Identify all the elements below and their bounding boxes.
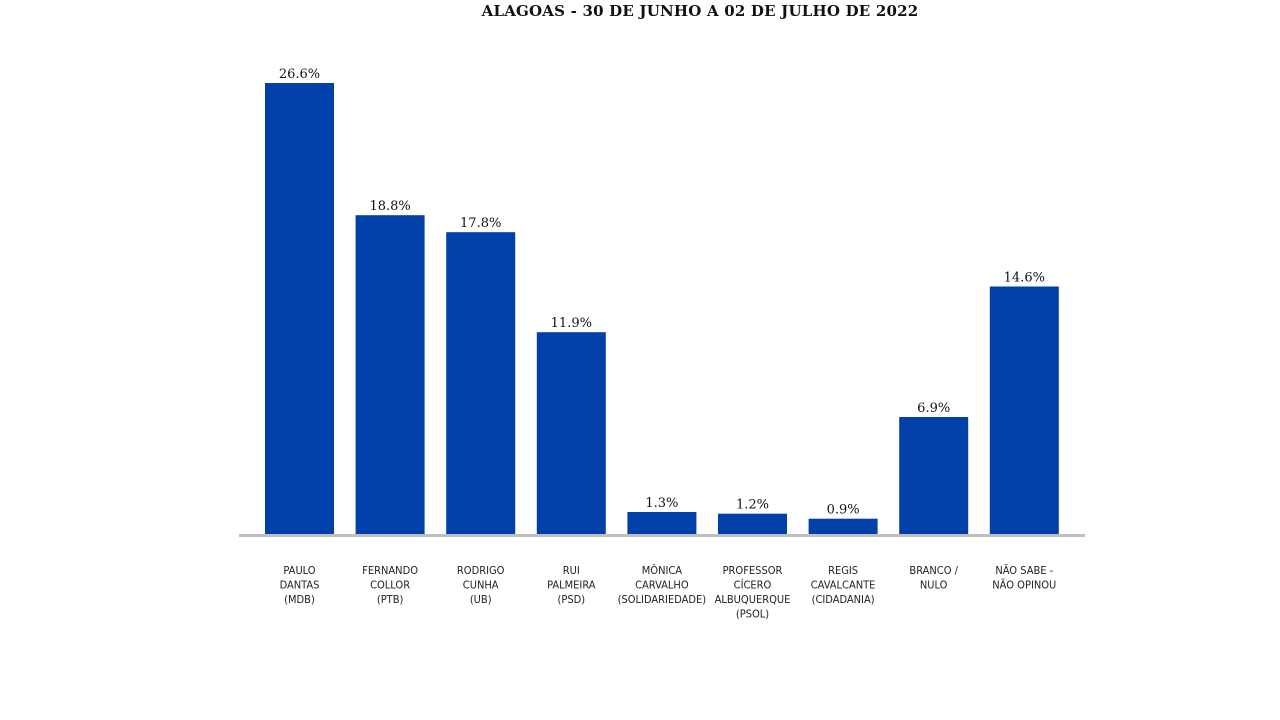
category-label-9: NÃO SABE - NÃO OPINOU xyxy=(992,564,1056,592)
category-label-line: PAULO xyxy=(283,564,315,577)
bar-5 xyxy=(627,512,697,534)
category-label-8: BRANCO / NULO xyxy=(909,564,958,592)
category-label-line: DANTAS xyxy=(280,579,320,592)
category-label-3: RODRIGO CUNHA (UB) xyxy=(457,564,505,606)
category-label-line: MÔNICA xyxy=(642,564,683,577)
category-label-line: COLLOR xyxy=(370,579,410,592)
value-label-6: 1.2% xyxy=(736,498,769,513)
category-label-line: NULO xyxy=(920,579,948,592)
value-label-1: 26.6% xyxy=(279,67,320,82)
category-label-line: CÍCERO xyxy=(734,579,772,592)
value-label-4: 11.9% xyxy=(551,316,592,331)
category-label-line: BRANCO / xyxy=(909,564,958,577)
category-label-line: (PSD) xyxy=(557,593,585,606)
category-label-line: (UB) xyxy=(470,593,492,606)
bar-4 xyxy=(536,332,606,534)
category-label-line: (PTB) xyxy=(377,593,404,606)
bar-9 xyxy=(989,286,1059,534)
category-label-line: (PSOL) xyxy=(736,608,769,621)
value-label-5: 1.3% xyxy=(645,496,678,511)
value-label-2: 18.8% xyxy=(369,199,410,214)
bar-8 xyxy=(899,417,969,534)
category-label-line: CAVALCANTE xyxy=(811,579,876,592)
bar-6 xyxy=(718,513,787,534)
category-label-line: ALBUQUERQUE xyxy=(715,593,791,606)
category-label-line: PROFESSOR xyxy=(723,564,783,577)
bar-2 xyxy=(355,215,425,534)
category-label-6: PROFESSOR CÍCERO ALBUQUERQUE (PSOL) xyxy=(715,564,791,621)
category-label-line: NÃO OPINOU xyxy=(992,579,1056,592)
category-label-line: RUI xyxy=(563,564,580,577)
bar-3 xyxy=(446,232,516,534)
category-label-line: (MDB) xyxy=(284,593,315,606)
value-label-8: 6.9% xyxy=(917,401,950,416)
category-label-5: MÔNICA CARVALHO (SOLIDARIEDADE) xyxy=(618,564,707,606)
category-label-1: PAULO DANTAS (MDB) xyxy=(280,564,320,606)
bar-1 xyxy=(265,83,334,534)
value-label-9: 14.6% xyxy=(1004,271,1045,286)
value-label-3: 17.8% xyxy=(460,216,501,231)
category-label-line: CUNHA xyxy=(463,579,499,592)
category-label-line: NÃO SABE - xyxy=(995,564,1053,577)
category-label-line: FERNANDO xyxy=(362,564,418,577)
category-label-line: REGIS xyxy=(828,564,858,577)
category-label-line: PALMEIRA xyxy=(547,579,596,592)
value-label-7: 0.9% xyxy=(827,503,860,518)
category-label-line: (CIDADANIA) xyxy=(812,593,875,606)
category-label-line: RODRIGO xyxy=(457,564,505,577)
category-label-line: CARVALHO xyxy=(635,579,689,592)
category-label-line: (SOLIDARIEDADE) xyxy=(618,593,707,606)
category-label-4: RUI PALMEIRA (PSD) xyxy=(547,564,596,606)
bar-7 xyxy=(808,518,878,534)
category-label-7: REGIS CAVALCANTE (CIDADANIA) xyxy=(811,564,876,606)
category-label-2: FERNANDO COLLOR (PTB) xyxy=(362,564,418,606)
chart-title: ALAGOAS - 30 DE JUNHO A 02 DE JULHO DE 2… xyxy=(481,2,919,20)
